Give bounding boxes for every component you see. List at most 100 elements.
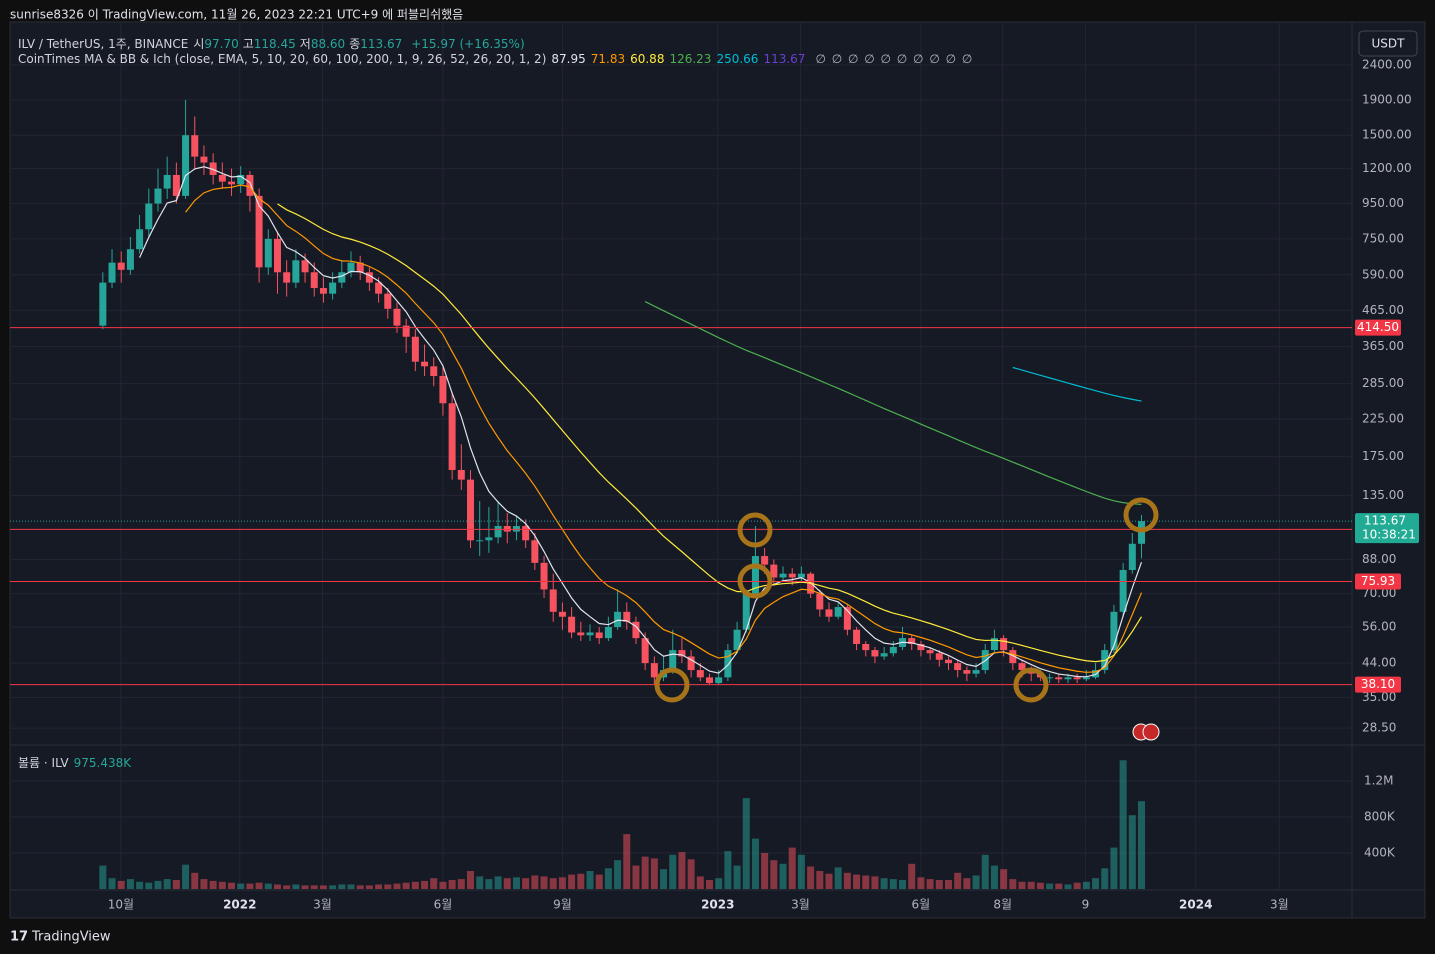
volume-bar (209, 880, 217, 889)
candle-body (402, 325, 410, 337)
level-label-box (1355, 676, 1401, 693)
candle-body (457, 469, 465, 480)
ema-line (644, 301, 1142, 505)
x-tick-label: 2022 (223, 898, 256, 912)
annotation-circle (737, 512, 773, 548)
volume-bar (742, 798, 750, 889)
ema-line (277, 203, 1143, 663)
candle-body (1018, 663, 1026, 671)
candle-body (889, 647, 897, 654)
volume-bar (1055, 883, 1063, 889)
volume-bar (1000, 869, 1008, 889)
y-tick-label: 35.00 (1362, 690, 1396, 704)
y-tick-label: 1200.00 (1362, 161, 1412, 175)
candle-body (310, 272, 318, 289)
volume-bar (604, 868, 612, 889)
candle-body (163, 174, 171, 189)
candle-body (990, 638, 998, 651)
volume-bar (834, 867, 842, 889)
volume-bar (283, 885, 291, 889)
candle-body (136, 229, 144, 250)
volume-bar (292, 884, 300, 889)
volume-bar (963, 878, 971, 889)
volume-bar (273, 884, 281, 889)
event-icon[interactable] (1142, 723, 1160, 741)
volume-bar (751, 838, 759, 889)
x-tick-label: 3월 (313, 898, 332, 912)
candle-body (1064, 677, 1072, 680)
currency-button[interactable] (1358, 30, 1418, 57)
volume-bar (1073, 882, 1081, 889)
volume-bar (1128, 815, 1136, 889)
candle-body (1110, 611, 1118, 651)
volume-bar (816, 871, 824, 889)
candle-body (1128, 543, 1136, 570)
volume-bar (899, 880, 907, 889)
indicator: CoinTimes MA & BB & Ich (close, EMA, 5, … (18, 52, 547, 66)
candle-body (1046, 677, 1054, 679)
volume-bar (476, 876, 484, 889)
candle-body (421, 361, 429, 367)
volume-bar (512, 877, 520, 889)
y-tick-label: 225.00 (1362, 411, 1404, 425)
volume-bar (347, 884, 355, 889)
annotation-circles (654, 497, 1159, 703)
volume-bar (393, 883, 401, 889)
volume-bar (1064, 884, 1072, 889)
volume-bar (825, 873, 833, 889)
candle-body (283, 272, 291, 283)
volume-bar (457, 879, 465, 889)
candle-body (577, 632, 585, 636)
volume-bar (365, 885, 373, 889)
brand: TradingView (31, 930, 111, 945)
level-label-box (1355, 573, 1401, 590)
ohlc-value: 97.70 (204, 37, 239, 51)
y-tick-label: 135.00 (1362, 488, 1404, 502)
candle-body (908, 638, 916, 644)
candle-body (687, 656, 695, 671)
ohlc-value: 113.67 (360, 37, 403, 51)
indicator-value: 60.88 (630, 52, 665, 66)
ohlc-item: 종113.67 (349, 37, 402, 51)
level-label-box (1355, 319, 1401, 336)
volume-bar (1027, 881, 1035, 889)
ohlc-key: 저 (299, 37, 311, 51)
candle-body (1119, 569, 1127, 612)
volume-bar (145, 882, 153, 889)
candle-body (209, 162, 217, 175)
volume-bar (172, 880, 180, 889)
candle-body (182, 135, 190, 196)
x-tick-label: 9 (1082, 898, 1090, 912)
candle-body (384, 293, 392, 309)
volume-bar (632, 865, 640, 889)
candle-body (724, 650, 732, 678)
volume-bar (1101, 868, 1109, 889)
candle-body (595, 632, 603, 639)
candle-body (862, 643, 870, 651)
candle-body (117, 262, 125, 270)
volume-bar (917, 877, 925, 889)
currency-label: USDT (1372, 37, 1406, 51)
volume-bar (981, 854, 989, 889)
volume-bar (191, 872, 199, 889)
x-tick-label: 8월 (993, 898, 1012, 912)
candle-body (356, 262, 364, 273)
x-tick-label: 2023 (701, 898, 734, 912)
candle-body (972, 670, 980, 674)
volume-bar (586, 871, 594, 889)
volume-bar (503, 878, 511, 889)
candle-body (200, 156, 208, 163)
volume-bar (926, 879, 934, 889)
candle-body (843, 607, 851, 630)
candle-body (347, 262, 355, 273)
ohlc-key: 시 (193, 37, 205, 51)
volume-bar (733, 865, 741, 889)
volume-bar (862, 875, 870, 889)
volume-bar (117, 880, 125, 889)
volume-bar (577, 873, 585, 889)
volume-bar (807, 866, 815, 889)
y-tick-label: 365.00 (1362, 339, 1404, 353)
x-tick-label: 3월 (791, 898, 810, 912)
volume-bar (568, 874, 576, 889)
volume-bar (614, 860, 622, 889)
